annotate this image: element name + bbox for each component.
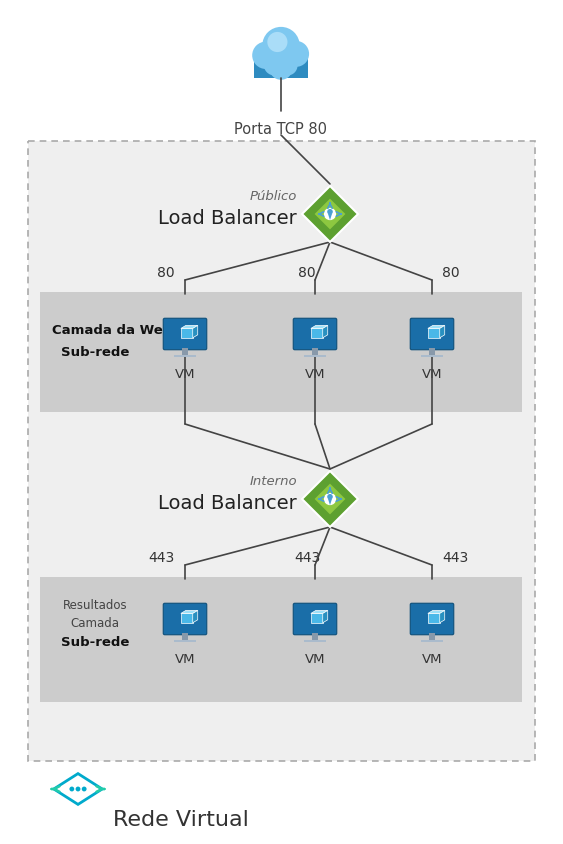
Polygon shape [440,326,445,338]
FancyBboxPatch shape [163,319,207,350]
Text: VM: VM [175,652,195,665]
Polygon shape [193,611,198,623]
Circle shape [82,787,87,792]
Text: Camada da Web: Camada da Web [52,324,172,337]
Text: Load Balancer: Load Balancer [158,209,297,228]
Polygon shape [315,484,345,515]
Bar [421,355,443,357]
Bar [312,634,318,640]
Polygon shape [302,187,358,243]
Text: Sub-rede: Sub-rede [61,636,129,649]
Bar [304,355,326,357]
Polygon shape [315,199,345,230]
Polygon shape [193,326,198,338]
Polygon shape [181,326,198,329]
Polygon shape [311,611,328,614]
Bar [430,634,435,640]
FancyBboxPatch shape [293,319,337,350]
Polygon shape [328,214,332,221]
Text: Load Balancer: Load Balancer [158,494,297,513]
Bar [182,634,187,640]
Text: Porta TCP 80: Porta TCP 80 [235,122,328,137]
Polygon shape [328,500,332,506]
Text: Público: Público [249,190,297,203]
FancyBboxPatch shape [293,603,337,635]
Polygon shape [311,326,328,329]
Text: 80: 80 [158,266,175,279]
Bar [421,640,443,642]
Polygon shape [181,329,193,338]
Text: 443: 443 [294,550,320,565]
FancyBboxPatch shape [410,319,454,350]
Text: Resultados: Resultados [62,598,127,612]
Bar [40,577,522,702]
Circle shape [75,787,81,792]
Circle shape [262,28,300,65]
Bar [254,56,308,78]
Polygon shape [181,614,193,623]
Text: 443: 443 [442,550,468,565]
Polygon shape [181,611,198,614]
Polygon shape [440,611,445,623]
Text: Interno: Interno [249,475,297,488]
Text: Camada: Camada [70,617,119,630]
Bar [174,640,196,642]
Circle shape [267,33,288,53]
Circle shape [327,495,333,500]
Text: VM: VM [175,367,195,380]
Bar [312,349,318,355]
Text: 80: 80 [298,266,316,279]
Circle shape [278,57,298,77]
Circle shape [69,787,74,792]
Polygon shape [323,326,328,338]
Text: 443: 443 [149,550,175,565]
Text: VM: VM [305,652,325,665]
Text: 80: 80 [442,266,459,279]
Bar [430,349,435,355]
Polygon shape [311,329,323,338]
Circle shape [270,57,293,81]
Polygon shape [323,611,328,623]
Circle shape [252,42,280,70]
Text: VM: VM [422,652,443,665]
Circle shape [324,208,336,221]
FancyBboxPatch shape [163,603,207,635]
Polygon shape [428,329,440,338]
FancyBboxPatch shape [410,603,454,635]
Bar [174,355,196,357]
Text: Sub-rede: Sub-rede [61,346,129,359]
Bar [304,640,326,642]
Polygon shape [428,611,445,614]
Polygon shape [428,326,445,329]
Bar [28,142,535,761]
Circle shape [263,55,285,77]
Polygon shape [428,614,440,623]
Bar [182,349,187,355]
Text: VM: VM [305,367,325,380]
Circle shape [327,209,333,215]
Polygon shape [311,614,323,623]
Bar [40,293,522,413]
Circle shape [324,493,336,506]
Text: VM: VM [422,367,443,380]
Text: Rede Virtual: Rede Virtual [113,809,249,829]
Polygon shape [302,472,358,528]
Circle shape [283,42,309,68]
